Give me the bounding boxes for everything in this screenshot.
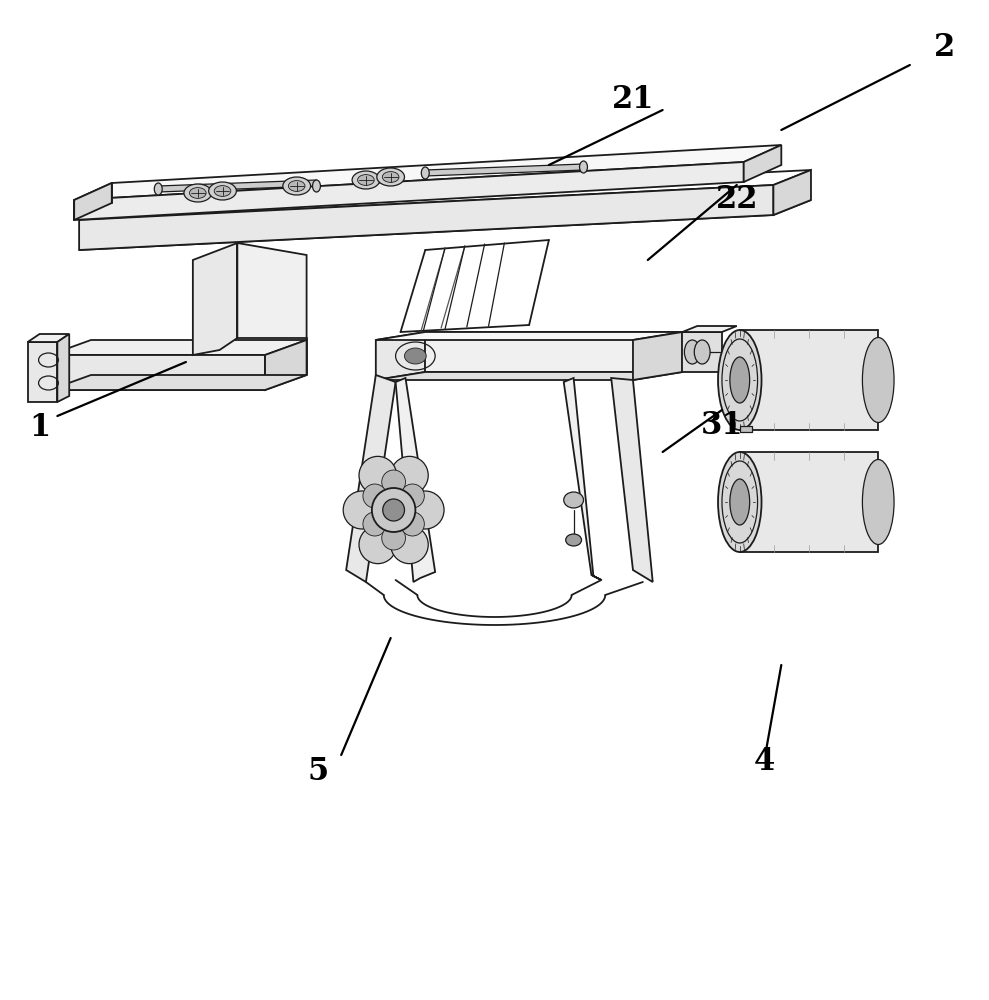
Polygon shape [396, 378, 435, 582]
Ellipse shape [382, 470, 405, 494]
Polygon shape [376, 332, 425, 380]
Ellipse shape [406, 491, 444, 529]
Polygon shape [74, 145, 781, 200]
Polygon shape [611, 378, 653, 582]
Ellipse shape [343, 491, 381, 529]
Ellipse shape [289, 181, 305, 191]
Polygon shape [740, 330, 878, 430]
Polygon shape [158, 180, 316, 192]
Polygon shape [74, 162, 744, 220]
Ellipse shape [363, 484, 387, 508]
Ellipse shape [209, 182, 236, 200]
Polygon shape [49, 355, 265, 390]
Polygon shape [49, 375, 307, 390]
Text: 5: 5 [308, 756, 329, 788]
Polygon shape [740, 452, 878, 552]
Polygon shape [425, 332, 682, 372]
Text: 22: 22 [716, 184, 758, 216]
Polygon shape [49, 340, 307, 355]
Ellipse shape [363, 512, 387, 536]
Polygon shape [425, 164, 584, 176]
Ellipse shape [730, 479, 750, 525]
Ellipse shape [215, 186, 230, 196]
Polygon shape [265, 340, 307, 390]
Text: 21: 21 [612, 85, 654, 115]
Polygon shape [346, 375, 396, 582]
Ellipse shape [405, 348, 426, 364]
Polygon shape [564, 378, 601, 580]
Polygon shape [57, 334, 69, 402]
Ellipse shape [352, 171, 380, 189]
Ellipse shape [358, 175, 374, 185]
Polygon shape [633, 332, 682, 380]
Polygon shape [193, 243, 237, 355]
Text: 4: 4 [754, 746, 775, 778]
Polygon shape [740, 426, 752, 432]
Ellipse shape [359, 456, 397, 494]
Ellipse shape [382, 526, 405, 550]
Ellipse shape [421, 167, 429, 179]
Ellipse shape [313, 180, 320, 192]
Ellipse shape [718, 330, 762, 430]
Text: 2: 2 [934, 32, 955, 64]
Ellipse shape [359, 526, 397, 564]
Ellipse shape [391, 456, 428, 494]
Polygon shape [28, 342, 57, 402]
Ellipse shape [283, 177, 311, 195]
Ellipse shape [564, 492, 584, 508]
Ellipse shape [383, 499, 405, 521]
Polygon shape [79, 185, 773, 250]
Ellipse shape [391, 526, 428, 564]
Ellipse shape [372, 488, 415, 532]
Polygon shape [376, 372, 682, 380]
Text: 31: 31 [701, 410, 743, 440]
Ellipse shape [862, 338, 894, 422]
Polygon shape [74, 183, 112, 220]
Ellipse shape [154, 183, 162, 195]
Polygon shape [79, 170, 811, 220]
Text: 1: 1 [29, 412, 50, 442]
Ellipse shape [694, 340, 710, 364]
Ellipse shape [730, 357, 750, 403]
Ellipse shape [862, 460, 894, 544]
Ellipse shape [566, 534, 582, 546]
Ellipse shape [401, 484, 424, 508]
Polygon shape [376, 332, 682, 340]
Ellipse shape [190, 188, 206, 198]
Ellipse shape [718, 452, 762, 552]
Polygon shape [744, 145, 781, 182]
Polygon shape [28, 334, 69, 342]
Polygon shape [682, 326, 737, 332]
Polygon shape [682, 332, 722, 372]
Ellipse shape [684, 340, 700, 364]
Ellipse shape [580, 161, 587, 173]
Ellipse shape [377, 168, 405, 186]
Polygon shape [237, 243, 307, 338]
Ellipse shape [383, 172, 399, 182]
Ellipse shape [401, 512, 424, 536]
Ellipse shape [184, 184, 212, 202]
Polygon shape [79, 200, 811, 250]
Polygon shape [773, 170, 811, 215]
